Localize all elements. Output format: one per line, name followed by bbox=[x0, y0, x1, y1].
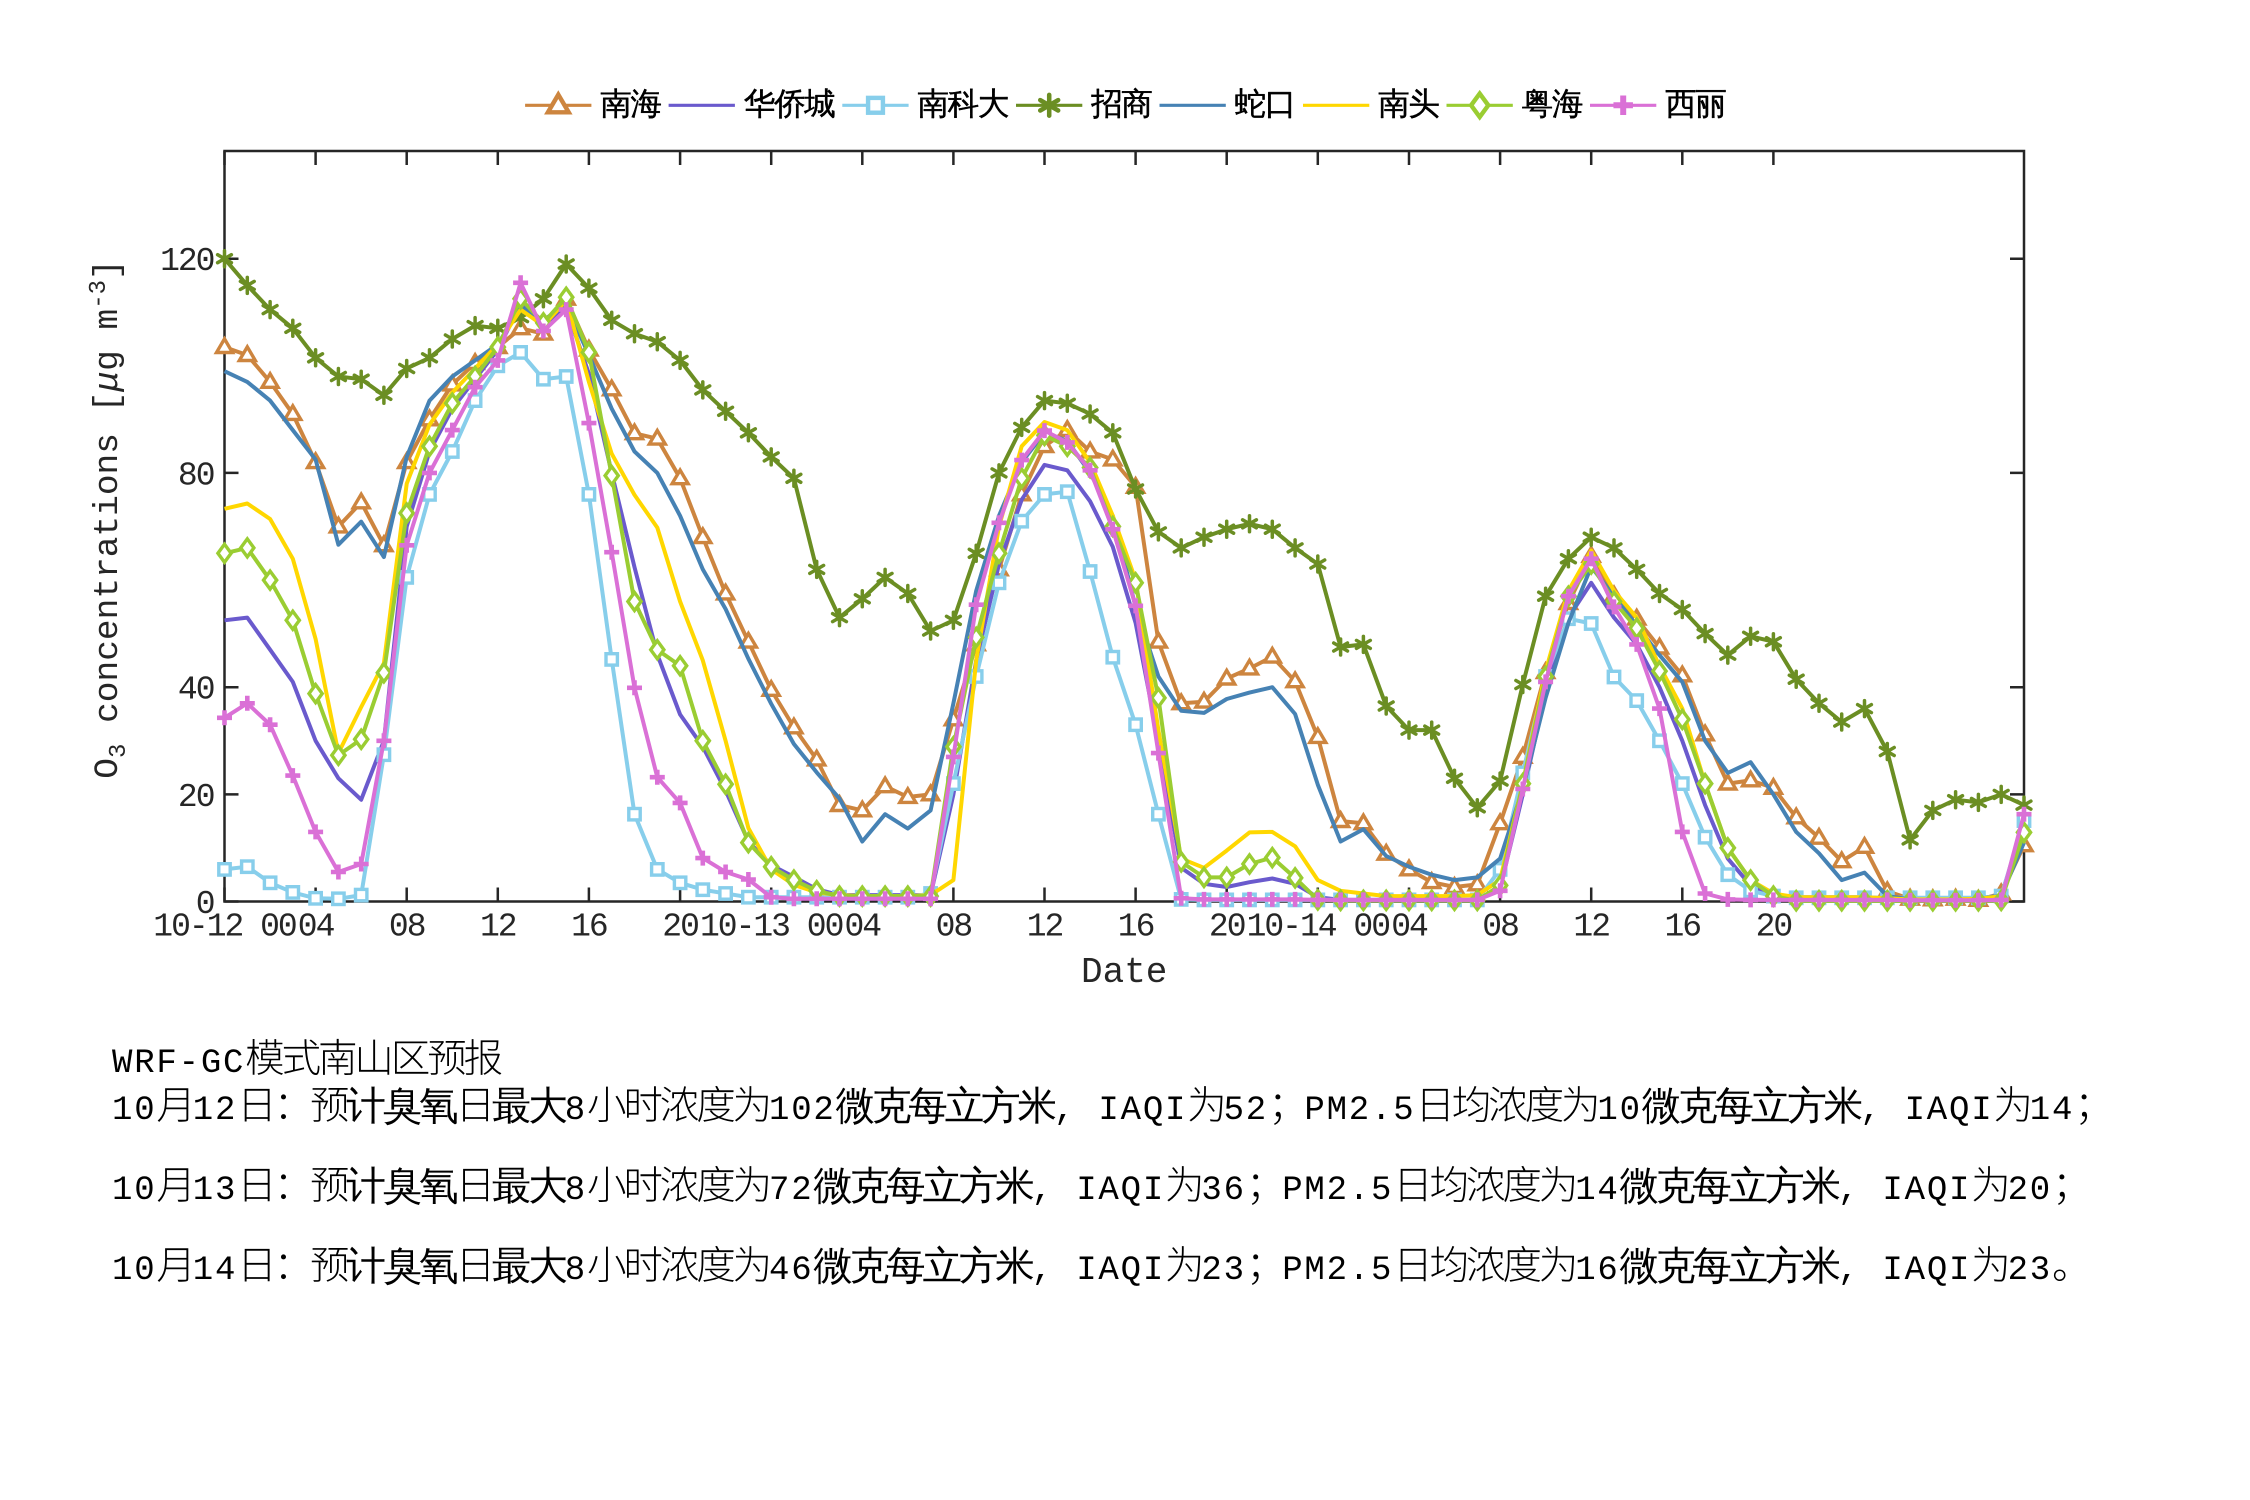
svg-text:04: 04 bbox=[1391, 909, 1428, 946]
svg-text:, IAQI: , IAQI bbox=[1860, 1092, 1993, 1130]
svg-text:O3 concentrations [μg m-3]: O3 concentrations [μg m-3] bbox=[86, 259, 133, 778]
svg-text:16: 16 bbox=[571, 909, 607, 946]
svg-text:10: 10 bbox=[112, 1092, 156, 1130]
svg-text:0: 0 bbox=[196, 886, 214, 923]
svg-text:PM2.5: PM2.5 bbox=[1304, 1092, 1415, 1130]
svg-text:10-13 00: 10-13 00 bbox=[700, 909, 843, 946]
svg-text:14: 14 bbox=[193, 1252, 237, 1290]
svg-text:10: 10 bbox=[1597, 1092, 1641, 1130]
svg-text:10-12 00: 10-12 00 bbox=[153, 909, 296, 946]
svg-text:04: 04 bbox=[844, 909, 881, 946]
svg-text:, IAQI: , IAQI bbox=[1032, 1172, 1165, 1210]
svg-text:52: 52 bbox=[1224, 1092, 1268, 1130]
svg-text:, IAQI: , IAQI bbox=[1838, 1252, 1971, 1290]
svg-text:120: 120 bbox=[160, 243, 214, 280]
svg-text:46: 46 bbox=[769, 1252, 813, 1290]
svg-text:72: 72 bbox=[769, 1172, 813, 1210]
svg-text:10-14 00: 10-14 00 bbox=[1247, 909, 1390, 946]
svg-text:08: 08 bbox=[389, 909, 425, 946]
svg-text:16: 16 bbox=[1664, 909, 1700, 946]
svg-text:80: 80 bbox=[178, 457, 214, 494]
svg-text:102: 102 bbox=[769, 1092, 836, 1130]
svg-text:Date: Date bbox=[1081, 952, 1167, 993]
svg-text:20: 20 bbox=[662, 909, 698, 946]
svg-text:PM2.5: PM2.5 bbox=[1282, 1252, 1393, 1290]
svg-text:14: 14 bbox=[2030, 1092, 2074, 1130]
svg-text:8: 8 bbox=[565, 1092, 587, 1130]
svg-text:, IAQI: , IAQI bbox=[1838, 1172, 1971, 1210]
svg-text:20: 20 bbox=[2008, 1172, 2052, 1210]
svg-text:WRF-GC: WRF-GC bbox=[112, 1045, 245, 1083]
svg-text:14: 14 bbox=[1575, 1172, 1619, 1210]
svg-text:10: 10 bbox=[112, 1172, 156, 1210]
svg-text:PM2.5: PM2.5 bbox=[1282, 1172, 1393, 1210]
svg-text:8: 8 bbox=[565, 1252, 587, 1290]
svg-text:08: 08 bbox=[1482, 909, 1518, 946]
svg-text:12: 12 bbox=[1027, 909, 1063, 946]
svg-text:20: 20 bbox=[178, 779, 214, 816]
svg-text:20: 20 bbox=[1756, 909, 1792, 946]
svg-text:23: 23 bbox=[1201, 1252, 1245, 1290]
svg-text:8: 8 bbox=[565, 1172, 587, 1210]
svg-text:23: 23 bbox=[2008, 1252, 2052, 1290]
svg-text:13: 13 bbox=[193, 1172, 237, 1210]
svg-text:12: 12 bbox=[1573, 909, 1609, 946]
svg-text:16: 16 bbox=[1118, 909, 1154, 946]
svg-text:12: 12 bbox=[480, 909, 516, 946]
svg-text:12: 12 bbox=[193, 1092, 237, 1130]
svg-text:, IAQI: , IAQI bbox=[1054, 1092, 1187, 1130]
svg-text:10: 10 bbox=[112, 1252, 156, 1290]
svg-text:08: 08 bbox=[936, 909, 972, 946]
svg-text:20: 20 bbox=[1209, 909, 1245, 946]
svg-text:16: 16 bbox=[1575, 1252, 1619, 1290]
svg-text:04: 04 bbox=[298, 909, 335, 946]
svg-text:36: 36 bbox=[1201, 1172, 1245, 1210]
svg-text:, IAQI: , IAQI bbox=[1032, 1252, 1165, 1290]
svg-text:40: 40 bbox=[178, 672, 214, 709]
